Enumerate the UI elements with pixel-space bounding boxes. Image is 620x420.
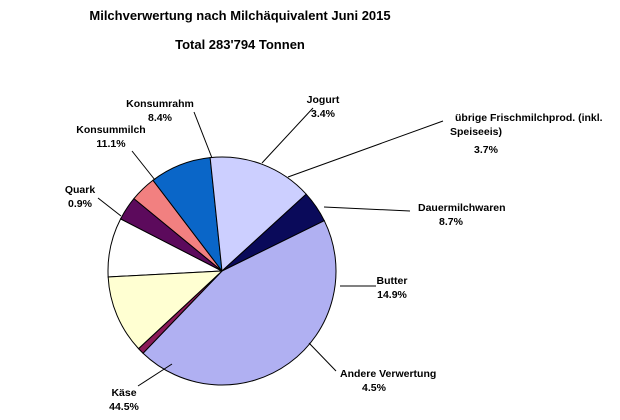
slice-name-label-dauermilchwaren: Dauermilchwaren [418,202,506,214]
slice-value-label-jogurt: 3.4% [311,108,336,120]
slice-name-label-andere-verwertung: Andere Verwertung [340,368,436,380]
leader-line-konsummilch [131,150,156,181]
leader-lines [97,107,444,387]
slice-value-label-andere-verwertung: 4.5% [362,382,387,394]
leader-line-quark [97,197,122,217]
leader-line-konsumrahm [193,111,213,159]
chart-subtitle: Total 283'794 Tonnen [175,37,305,52]
pie-slice-butter [209,156,307,273]
slice-name-label-konsummilch: Konsummilch [76,124,145,136]
leader-line-dauermilchwaren [323,206,411,212]
leader-line-andere-verwertung [308,342,337,372]
leader-line-jogurt [261,107,314,164]
leader-line-kaese [137,363,173,387]
slice-labels: Konsumrahm 8.4% Jogurt 3.4% übrige Frischmil… [65,94,603,413]
leader-line-uebrige-frischmilchprod-inkl-speiseeis [287,120,444,178]
slice-name-label-quark: Quark [65,184,96,196]
slice-name-label-uebrige-frischmilchprod-inkl-speiseeis: Speiseeis) [450,126,502,138]
slice-value-label-kaese: 44.5% [109,401,139,413]
slice-name-label-kaese: Käse [111,387,136,399]
slice-value-label-dauermilchwaren: 8.7% [439,216,464,228]
slice-name-label-butter: Butter [377,275,408,287]
slice-value-label-uebrige-frischmilchprod-inkl-speiseeis: 3.7% [474,144,499,156]
pie-slices [107,156,337,386]
slice-value-label-quark: 0.9% [68,198,93,210]
slice-name-label-uebrige-frischmilchprod-inkl-speiseeis: übrige Frischmilchprod. (inkl. [455,112,603,124]
slice-value-label-konsumrahm: 8.4% [148,112,173,124]
slice-name-label-jogurt: Jogurt [307,94,340,106]
chart-title: Milchverwertung nach Milchäquivalent Jun… [89,8,390,23]
pie-slice-kaese [142,220,337,386]
slice-value-label-butter: 14.9% [377,289,407,301]
pie-slice-konsummilch [107,270,224,350]
slice-value-label-konsummilch: 11.1% [96,138,126,150]
slice-name-label-konsumrahm: Konsumrahm [126,98,194,110]
